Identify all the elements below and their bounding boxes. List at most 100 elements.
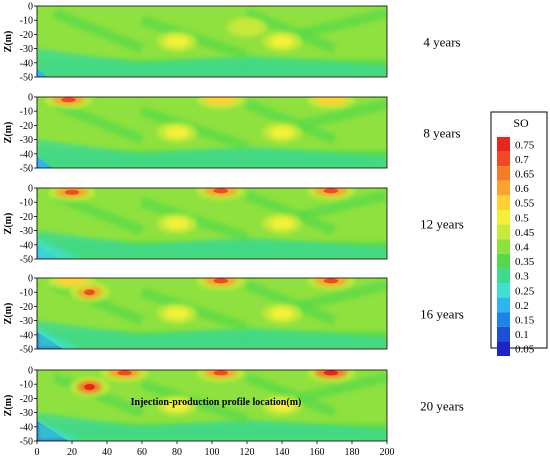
y-tick-label: -10	[20, 107, 33, 118]
x-tick-label: 140	[275, 447, 290, 458]
so-hotspot	[165, 35, 189, 48]
field-band	[245, 8, 337, 54]
y-tick-label: -50	[20, 164, 33, 175]
y-axis-label: Z(m)	[3, 213, 14, 235]
field-teal	[37, 139, 387, 168]
legend-label: 0.75	[515, 139, 535, 151]
legend-label: 0.2	[515, 300, 529, 312]
so-hotspot	[165, 399, 189, 412]
x-tick-label: 100	[205, 447, 220, 458]
so-hotspot	[270, 35, 294, 48]
field-band	[298, 372, 387, 404]
legend-swatch	[497, 166, 510, 181]
legend-title: SO	[513, 116, 529, 130]
y-tick-label: 0	[28, 2, 33, 13]
so-hotspot	[204, 97, 237, 105]
panel-5: 0 -10 -20 -30 -40 -50 Z(m) 20 years	[3, 366, 464, 448]
so-core	[323, 188, 339, 194]
x-tick-label: 80	[172, 447, 182, 458]
y-tick-label: -10	[20, 16, 33, 27]
y-tick-label: -30	[20, 226, 33, 237]
y-tick-label: 0	[28, 366, 33, 377]
x-tick-label: 20	[67, 447, 77, 458]
panel-4: 0 -10 -20 -30 -40 -50 Z(m) 16 years	[3, 274, 464, 356]
legend-swatch	[497, 283, 510, 298]
field-band	[245, 190, 337, 236]
so-core	[61, 97, 76, 103]
field-teal	[37, 320, 387, 349]
legend-label: 0.5	[515, 212, 529, 224]
legend-swatch	[497, 180, 510, 196]
y-axis-label: Z(m)	[3, 122, 14, 144]
x-tick-label: 200	[380, 447, 395, 458]
y-tick-label: 0	[28, 93, 33, 104]
legend-swatch	[497, 224, 510, 240]
so-core	[213, 370, 228, 376]
low-corner	[37, 68, 48, 77]
so-hotspot	[165, 217, 189, 230]
legend-swatch	[497, 151, 510, 167]
field-band	[245, 280, 337, 326]
legend-label: 0.65	[515, 169, 535, 181]
panel-frame	[36, 96, 388, 169]
y-axis-label: Z(m)	[3, 395, 14, 417]
panel-label: 20 years	[420, 399, 464, 414]
y-tick-label: -50	[20, 255, 33, 266]
x-tick-label: 40	[102, 447, 112, 458]
legend-swatch	[497, 195, 510, 210]
panel-3: 0 -10 -20 -30 -40 -50 Z(m) 12 years	[3, 184, 464, 266]
so-core	[117, 370, 132, 376]
colorbar-legend: SO 0.75 0.7 0.65 0.6 0.55 0.5 0.45 0.4 0.35 0.3 0.…	[490, 111, 548, 356]
y-tick-label: -30	[20, 44, 33, 55]
field-band	[52, 8, 144, 54]
x-tick-label: 180	[345, 447, 360, 458]
panel-frame	[36, 277, 388, 350]
y-tick-label: -10	[20, 380, 33, 391]
so-core	[323, 278, 339, 284]
y-tick-label: 0	[28, 274, 33, 285]
y-tick-label: -20	[20, 394, 33, 405]
field-band	[298, 8, 387, 40]
legend-swatch	[497, 268, 510, 283]
x-tick-label: 160	[310, 447, 325, 458]
y-tick-label: -20	[20, 212, 33, 223]
panel-label: 16 years	[420, 307, 464, 322]
so-core	[323, 370, 339, 376]
low-corner-outer	[37, 327, 81, 349]
legend-label: 0.7	[515, 154, 529, 166]
so-core	[213, 188, 228, 194]
x-axis: 0 20 40 60 80 100 120 140 160 180 200 Injection-pro…	[35, 397, 395, 458]
y-tick-label: -40	[20, 58, 33, 69]
legend-swatch	[497, 341, 510, 356]
legend-label: 0.3	[515, 271, 529, 283]
field-band	[298, 280, 387, 312]
x-tick-label: 60	[137, 447, 147, 458]
y-tick-label: -40	[20, 330, 33, 341]
legend-label: 0.15	[515, 315, 535, 327]
field-teal	[37, 48, 387, 77]
so-core	[84, 384, 95, 391]
legend-swatch	[497, 210, 510, 225]
x-tick-label: 120	[240, 447, 255, 458]
panels: 0 -10 -20 -30 -40 -50 Z(m) 4 years 0 -10 -20 -30 -40…	[3, 2, 464, 448]
so-core	[213, 278, 228, 284]
so-hotspot	[270, 399, 294, 412]
y-tick-label: -50	[20, 73, 33, 84]
y-tick-label: -40	[20, 422, 33, 433]
field-teal	[37, 412, 387, 441]
y-tick-label: -50	[20, 437, 33, 448]
panel-label: 12 years	[420, 217, 464, 232]
panel-frame	[36, 187, 388, 260]
y-axis-label: Z(m)	[3, 31, 14, 53]
y-axis-label: Z(m)	[3, 303, 14, 325]
legend-swatch	[497, 239, 510, 254]
field-band	[52, 280, 144, 326]
field-band	[245, 99, 337, 145]
y-tick-label: -40	[20, 240, 33, 251]
legend-label: 0.1	[515, 329, 529, 341]
so-hotspot	[270, 307, 294, 320]
so-hotspot	[235, 21, 259, 34]
x-axis-label: Injection-production profile location(m)	[131, 397, 302, 408]
panel-1: 0 -10 -20 -30 -40 -50 Z(m) 4 years	[3, 2, 461, 84]
